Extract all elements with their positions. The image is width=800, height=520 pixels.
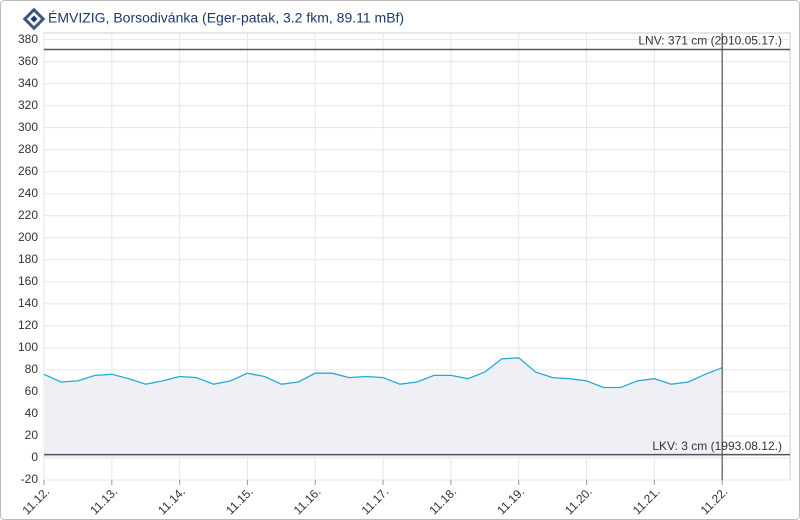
line: [43, 357, 723, 389]
y-tick-label: 100: [18, 340, 38, 354]
y-tick-label: 40: [25, 406, 39, 420]
y-tick-label: 20: [25, 428, 39, 442]
y-tick-label: 240: [18, 186, 38, 200]
y-tick-label: 80: [25, 362, 39, 376]
chart-title: ÉMVIZIG, Borsodivánka (Eger-patak, 3.2 f…: [48, 10, 404, 26]
reference-label: LKV: 3 cm (1993.08.12.): [652, 439, 782, 453]
y-tick-label: 120: [18, 318, 38, 332]
y-tick-label: 160: [18, 274, 38, 288]
y-tick-label: 280: [18, 142, 38, 156]
y-tick-label: 260: [18, 164, 38, 178]
y-tick-label: 380: [18, 32, 38, 46]
area: [44, 357, 723, 458]
y-tick-label: 200: [18, 230, 38, 244]
y-tick-label: 140: [18, 296, 38, 310]
y-tick-label: 340: [18, 76, 38, 90]
y-tick-label: 320: [18, 98, 38, 112]
logo: [22, 7, 46, 31]
y-tick-label: 300: [18, 120, 38, 134]
y-tick-label: 60: [25, 384, 39, 398]
y-tick-label: -20: [21, 472, 39, 486]
reference-label: LNV: 371 cm (2010.05.17.): [638, 34, 782, 48]
y-tick-label: 220: [18, 208, 38, 222]
y-tick-label: 360: [18, 54, 38, 68]
y-tick-label: 180: [18, 252, 38, 266]
y-tick-label: 0: [31, 450, 38, 464]
